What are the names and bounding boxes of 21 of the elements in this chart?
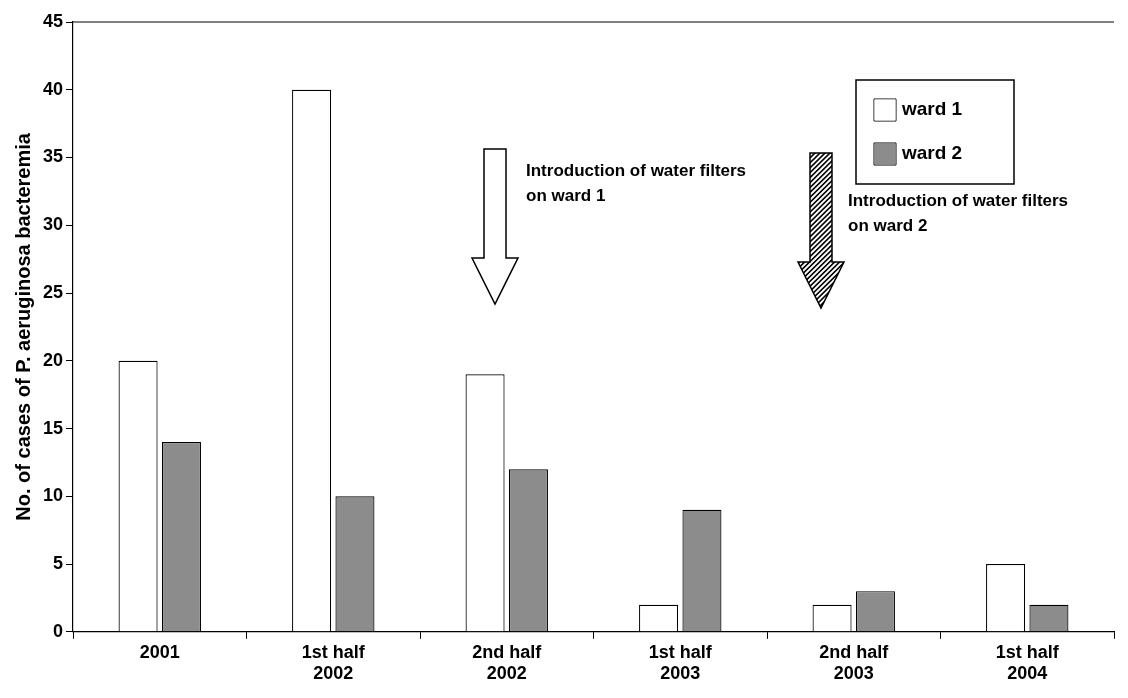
x-tick-label: 1st half 2003 [648, 641, 713, 684]
x-tick-label: 1st half 2004 [995, 641, 1060, 684]
y-tick-label: 35 [42, 146, 64, 167]
y-tick-label: 25 [42, 281, 64, 302]
y-tick-label: 0 [53, 620, 64, 641]
y-tick-label: 30 [42, 214, 64, 235]
legend-label: ward 1 [901, 98, 963, 120]
annotation: Introduction of water filters on ward 1 [526, 160, 748, 207]
y-tick-label: 15 [42, 417, 64, 438]
y-tick-label: 20 [42, 349, 64, 370]
x-tick-label: 1st half 2002 [301, 641, 366, 684]
legend-label: ward 2 [901, 142, 963, 164]
x-tick-label: 2nd half 2003 [819, 641, 890, 684]
y-axis-title: No. of cases of P. aeruginosa bacteremia [11, 132, 34, 521]
x-tick-label: 2001 [139, 641, 180, 662]
y-tick-label: 45 [42, 10, 64, 31]
y-tick-label: 5 [53, 553, 64, 574]
y-tick-label: 10 [42, 485, 64, 506]
x-tick-label: 2nd half 2002 [472, 641, 543, 684]
annotation: Introduction of water filters on ward 2 [848, 190, 1070, 237]
y-tick-label: 40 [42, 78, 64, 99]
